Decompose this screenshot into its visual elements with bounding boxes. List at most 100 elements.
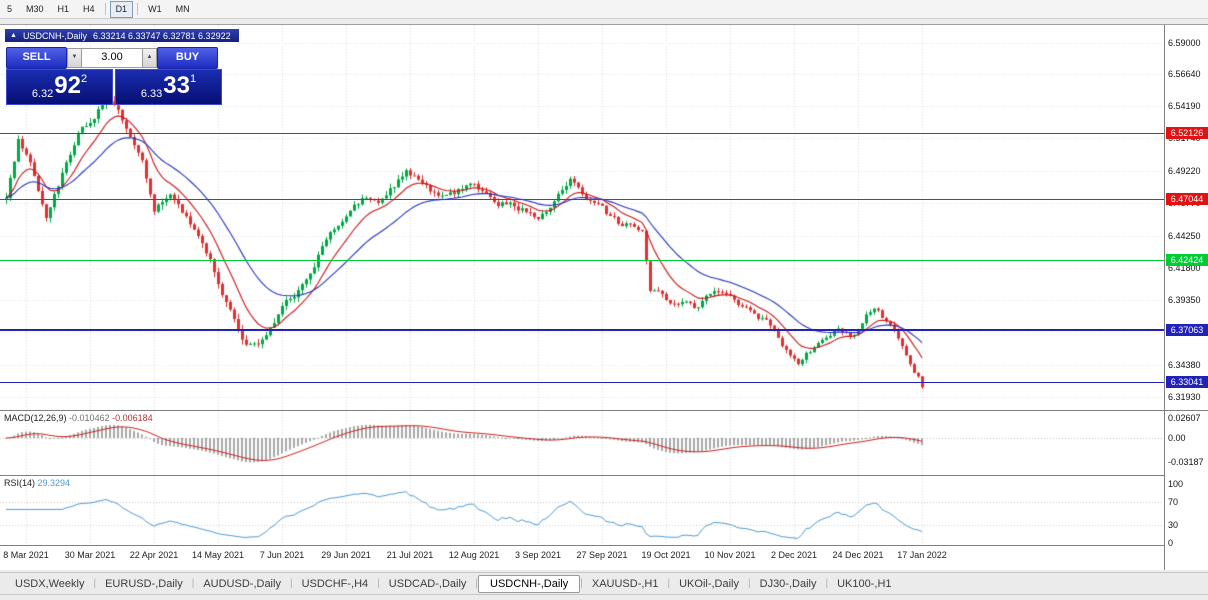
date-axis-corner bbox=[1164, 546, 1208, 570]
macd-label: MACD(12,26,9) -0.010462 -0.006184 bbox=[4, 413, 153, 423]
date-axis-label: 7 Jun 2021 bbox=[259, 550, 305, 560]
tab-separator: | bbox=[825, 578, 829, 589]
date-axis-label: 2 Dec 2021 bbox=[770, 550, 818, 560]
horizontal-level-line[interactable] bbox=[0, 199, 1164, 200]
timeframe-toolbar: 5 M30 H1 H4 D1 W1 MN bbox=[0, 0, 1208, 19]
sell-price-display[interactable]: 6.32 92 2 bbox=[6, 69, 113, 105]
tab-separator: | bbox=[377, 578, 380, 589]
rsi-axis-label: 30 bbox=[1168, 520, 1179, 531]
price-level-badge: 6.52126 bbox=[1166, 127, 1208, 139]
timeframe-button-h4[interactable]: H4 bbox=[83, 3, 95, 14]
chart-tab-usdx-weekly[interactable]: USDX,Weekly bbox=[15, 577, 85, 590]
chart-tab-audusd-daily[interactable]: AUDUSD-,Daily bbox=[203, 577, 281, 590]
rsi-name: RSI(14) bbox=[4, 478, 36, 488]
volume-up-button[interactable]: ▲ bbox=[142, 48, 157, 68]
timeframe-button-w1[interactable]: W1 bbox=[148, 3, 162, 14]
chart-title-bar[interactable]: ▲ USDCNH-,Daily 6.33214 6.33747 6.32781 … bbox=[5, 29, 239, 42]
toolbar-separator bbox=[137, 3, 139, 15]
macd-axis: 0.02607 0.00 -0.03187 bbox=[1164, 411, 1208, 476]
price-axis-label: 6.54190 bbox=[1168, 100, 1201, 111]
date-axis-label: 17 Jan 2022 bbox=[897, 550, 947, 560]
timeframe-button-mn[interactable]: MN bbox=[175, 3, 190, 14]
sell-button[interactable]: SELL bbox=[6, 47, 67, 69]
timeframe-button-h1[interactable]: H1 bbox=[57, 3, 70, 14]
macd-value-main: -0.010462 bbox=[69, 413, 110, 423]
chart-window: ▲ USDCNH-,Daily 6.33214 6.33747 6.32781 … bbox=[0, 24, 1208, 570]
rsi-axis-label: 100 bbox=[1168, 479, 1184, 489]
price-axis-label: 6.59000 bbox=[1168, 38, 1201, 48]
chart-tab-dj30-daily[interactable]: DJ30-,Daily bbox=[759, 577, 817, 590]
date-axis: 8 Mar 2021 30 Mar 2021 22 Apr 2021 14 May 2… bbox=[0, 545, 1208, 570]
horizontal-level-line[interactable] bbox=[0, 260, 1164, 261]
chart-tab-usdcad-daily[interactable]: USDCAD-,Daily bbox=[388, 577, 467, 590]
rsi-label: RSI(14) 29.3294 bbox=[4, 478, 70, 488]
date-axis-label: 8 Mar 2021 bbox=[3, 550, 49, 560]
tab-separator: | bbox=[93, 578, 97, 589]
rsi-axis-label: 0 bbox=[1168, 538, 1174, 546]
buy-button[interactable]: BUY bbox=[157, 47, 218, 69]
macd-name: MACD(12,26,9) bbox=[4, 413, 67, 423]
buy-price-display[interactable]: 6.33 33 1 bbox=[115, 69, 222, 105]
chart-ohlc-values: 6.33214 6.33747 6.32781 6.32922 bbox=[92, 30, 231, 41]
rsi-canvas[interactable] bbox=[0, 476, 1164, 545]
price-axis-label: 6.41800 bbox=[1168, 262, 1201, 273]
price-axis-label: 6.49220 bbox=[1168, 165, 1201, 176]
chart-tab-ukoil-daily[interactable]: UKOil-,Daily bbox=[679, 577, 740, 590]
date-axis-label: 10 Nov 2021 bbox=[704, 550, 756, 560]
rsi-indicator-panel: RSI(14) 29.3294 100 70 30 0 bbox=[0, 475, 1208, 546]
chart-symbol-label: USDCNH-,Daily bbox=[22, 30, 87, 41]
buy-price-big: 33 bbox=[163, 72, 190, 99]
tab-separator: | bbox=[289, 578, 293, 589]
buy-price-sup: 1 bbox=[190, 73, 197, 85]
date-axis-label: 12 Aug 2021 bbox=[448, 550, 500, 560]
timeframe-button-m30[interactable]: M30 bbox=[26, 3, 44, 14]
price-level-badge: 6.33041 bbox=[1166, 376, 1208, 388]
price-axis-label: 6.34380 bbox=[1168, 359, 1201, 370]
tab-separator: | bbox=[667, 578, 671, 589]
date-axis-label: 27 Sep 2021 bbox=[576, 550, 628, 560]
price-level-badge: 6.37063 bbox=[1166, 324, 1208, 336]
timeframe-button-5[interactable]: 5 bbox=[7, 3, 13, 14]
tab-separator: | bbox=[475, 578, 479, 589]
sell-price-prefix: 6.32 bbox=[31, 88, 54, 100]
tab-separator: | bbox=[191, 578, 195, 589]
date-axis-label: 29 Jun 2021 bbox=[321, 550, 371, 560]
tab-separator: | bbox=[580, 578, 583, 589]
chart-tab-eurusd-daily[interactable]: EURUSD-,Daily bbox=[105, 577, 183, 590]
chart-tab-uk100-h1[interactable]: UK100-,H1 bbox=[837, 577, 892, 590]
price-chart-panel: ▲ USDCNH-,Daily 6.33214 6.33747 6.32781 … bbox=[0, 25, 1208, 410]
volume-input[interactable]: 3.00 bbox=[82, 48, 142, 68]
collapse-icon[interactable]: ▲ bbox=[10, 32, 17, 39]
macd-canvas[interactable] bbox=[0, 411, 1164, 475]
chart-tab-usdchf-h4[interactable]: USDCHF-,H4 bbox=[301, 577, 369, 590]
toolbar-separator bbox=[104, 3, 106, 15]
level-lines-layer bbox=[0, 25, 1164, 410]
sell-price-big: 92 bbox=[54, 72, 81, 99]
timeframe-button-d1[interactable]: D1 bbox=[109, 0, 134, 18]
price-axis-label: 6.31930 bbox=[1168, 392, 1201, 402]
macd-value-signal: -0.006184 bbox=[112, 413, 153, 423]
macd-axis-label: 0.02607 bbox=[1168, 413, 1201, 423]
chart-tab-xauusd-h1[interactable]: XAUUSD-,H1 bbox=[591, 577, 659, 590]
sell-price-sup: 2 bbox=[81, 73, 88, 85]
rsi-value: 29.3294 bbox=[37, 478, 71, 488]
price-axis-label: 6.56640 bbox=[1168, 68, 1201, 79]
date-axis-label: 21 Jul 2021 bbox=[386, 550, 434, 560]
price-axis: 6.590006.566406.541906.517406.492206.467… bbox=[1164, 25, 1208, 410]
trade-prices-row: 6.32 92 2 6.33 33 1 bbox=[6, 69, 222, 105]
trade-controls-row: SELL ▼ 3.00 ▲ BUY bbox=[6, 47, 222, 69]
horizontal-level-line[interactable] bbox=[0, 329, 1164, 331]
buy-price-prefix: 6.33 bbox=[140, 88, 163, 100]
date-axis-label: 24 Dec 2021 bbox=[832, 550, 884, 560]
date-axis-label: 22 Apr 2021 bbox=[129, 550, 179, 560]
volume-down-button[interactable]: ▼ bbox=[67, 48, 82, 68]
date-axis-label: 19 Oct 2021 bbox=[641, 550, 691, 560]
price-level-badge: 6.47044 bbox=[1166, 193, 1208, 205]
date-axis-label: 3 Sep 2021 bbox=[514, 550, 562, 560]
price-axis-label: 6.44250 bbox=[1168, 230, 1201, 241]
horizontal-level-line[interactable] bbox=[0, 382, 1164, 383]
chart-tab-usdcnh-daily[interactable]: USDCNH-,Daily bbox=[478, 574, 581, 593]
tab-separator: | bbox=[748, 578, 751, 589]
horizontal-level-line[interactable] bbox=[0, 133, 1164, 134]
price-axis-label: 6.39350 bbox=[1168, 294, 1201, 305]
